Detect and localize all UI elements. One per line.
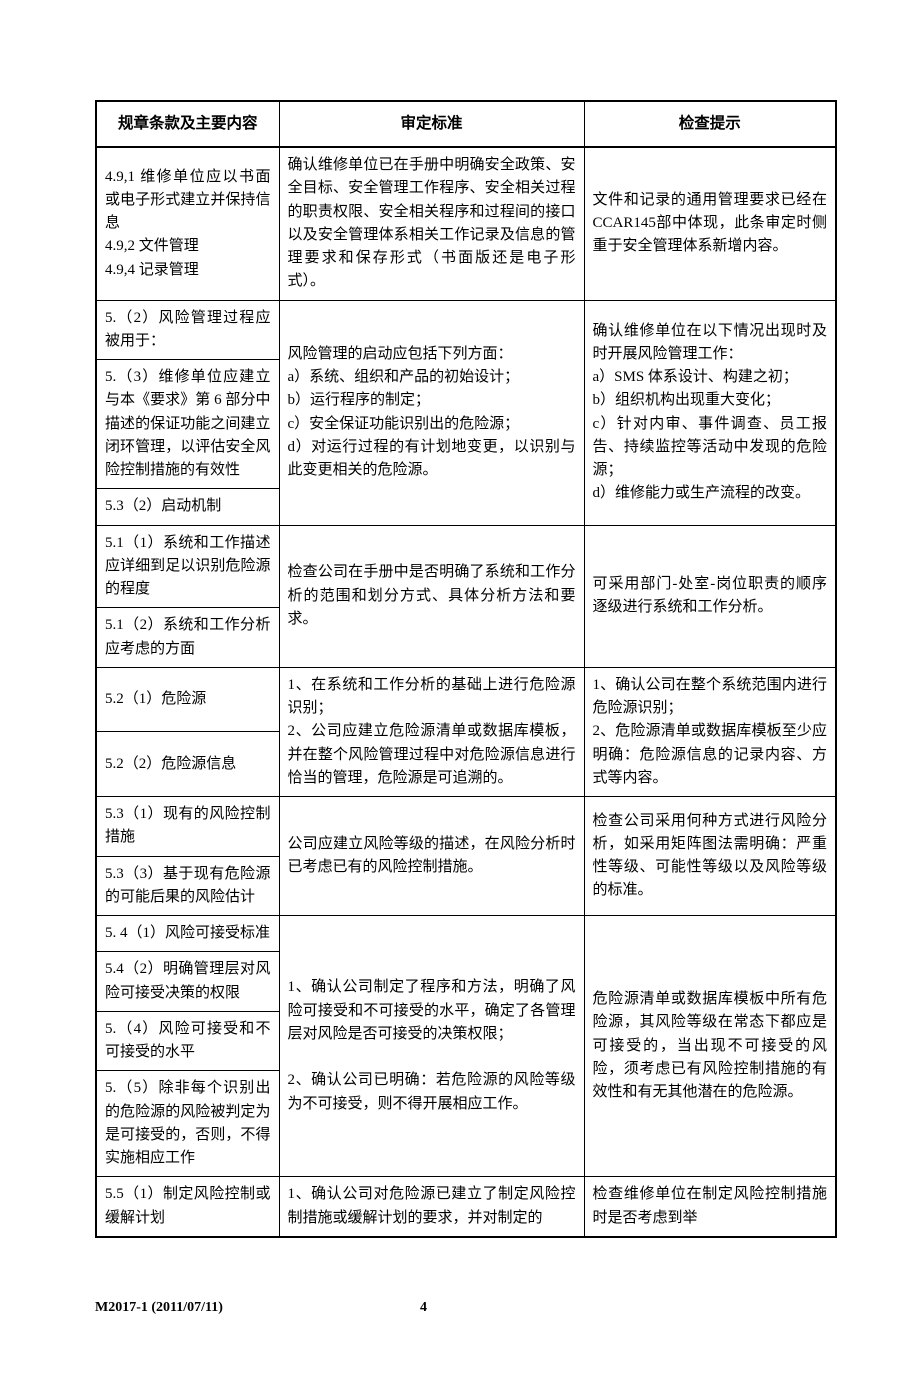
cell-r4c1a: 5.2（1）危险源 [96, 667, 279, 732]
cell-r6c1c: 5.（4）风险可接受和不可接受的水平 [96, 1011, 279, 1071]
cell-r7c1: 5.5（1）制定风险控制或缓解计划 [96, 1177, 279, 1237]
header-col2: 审定标准 [279, 101, 584, 147]
cell-r5c1b: 5.3（3）基于现有危险源的可能后果的风险估计 [96, 856, 279, 916]
cell-r1c3: 文件和记录的通用管理要求已经在CCAR145部中体现，此条审定时侧重于安全管理体… [584, 147, 836, 300]
cell-r3c2: 检查公司在手册中是否明确了系统和工作分析的范围和划分方式、具体分析方法和要求。 [279, 525, 584, 667]
cell-r2c1a: 5.（2）风险管理过程应被用于： [96, 300, 279, 360]
cell-r2c1c: 5.3（2）启动机制 [96, 489, 279, 525]
cell-r2c2: 风险管理的启动应包括下列方面：a）系统、组织和产品的初始设计；b）运行程序的制定… [279, 300, 584, 525]
cell-r6c1b: 5.4（2）明确管理层对风险可接受决策的权限 [96, 952, 279, 1012]
cell-r1c2: 确认维修单位已在手册中明确安全政策、安全目标、安全管理工作程序、安全相关过程的职… [279, 147, 584, 300]
cell-r4c3: 1、确认公司在整个系统范围内进行危险源识别；2、危险源清单或数据库模板至少应明确… [584, 667, 836, 796]
cell-r2c1b: 5.（3）维修单位应建立与本《要求》第 6 部分中描述的保证功能之间建立闭环管理… [96, 360, 279, 489]
regulation-table: 规章条款及主要内容 审定标准 检查提示 4.9,1 维修单位应以书面或电子形式建… [95, 100, 837, 1238]
cell-r6c1a: 5. 4（1）风险可接受标准 [96, 916, 279, 952]
footer-doc-id: M2017-1 (2011/07/11) [95, 1300, 420, 1316]
cell-r5c3: 检查公司采用何种方式进行风险分析，如采用矩阵图法需明确：严重性等级、可能性等级以… [584, 797, 836, 916]
page-footer: M2017-1 (2011/07/11) 4 [95, 1300, 835, 1316]
cell-r1c1: 4.9,1 维修单位应以书面或电子形式建立并保持信息4.9,2 文件管理4.9,… [96, 147, 279, 300]
header-col1: 规章条款及主要内容 [96, 101, 279, 147]
cell-r6c1d: 5.（5）除非每个识别出的危险源的风险被判定为是可接受的，否则，不得实施相应工作 [96, 1071, 279, 1177]
cell-r2c3: 确认维修单位在以下情况出现时及时开展风险管理工作：a）SMS 体系设计、构建之初… [584, 300, 836, 525]
cell-r7c2: 1、确认公司对危险源已建立了制定风险控制措施或缓解计划的要求，并对制定的 [279, 1177, 584, 1237]
header-col3: 检查提示 [584, 101, 836, 147]
cell-r6c2: 1、确认公司制定了程序和方法，明确了风险可接受和不可接受的水平，确定了各管理层对… [279, 916, 584, 1177]
cell-r7c3: 检查维修单位在制定风险控制措施时是否考虑到举 [584, 1177, 836, 1237]
cell-r6c3: 危险源清单或数据库模板中所有危险源，其风险等级在常态下都应是可接受的，当出现不可… [584, 916, 836, 1177]
cell-r3c1a: 5.1（1）系统和工作描述应详细到足以识别危险源的程度 [96, 525, 279, 608]
cell-r3c1b: 5.1（2）系统和工作分析应考虑的方面 [96, 608, 279, 668]
cell-r4c1b: 5.2（2）危险源信息 [96, 732, 279, 797]
cell-r5c2: 公司应建立风险等级的描述，在风险分析时已考虑已有的风险控制措施。 [279, 797, 584, 916]
cell-r5c1a: 5.3（1）现有的风险控制措施 [96, 797, 279, 857]
footer-page-number: 4 [420, 1300, 427, 1316]
cell-r3c3: 可采用部门-处室-岗位职责的顺序逐级进行系统和工作分析。 [584, 525, 836, 667]
cell-r4c2: 1、在系统和工作分析的基础上进行危险源识别；2、公司应建立危险源清单或数据库模板… [279, 667, 584, 796]
